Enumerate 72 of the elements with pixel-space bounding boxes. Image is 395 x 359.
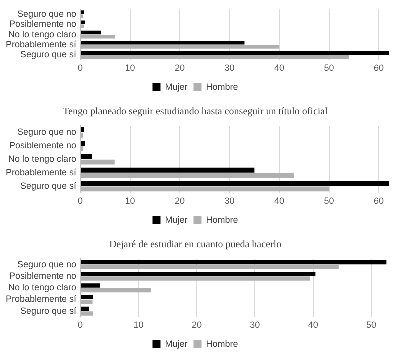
x-tick-label: 30 — [224, 196, 235, 206]
legend-label: Mujer — [165, 214, 188, 225]
bar — [81, 20, 86, 24]
x-tick-label: 40 — [274, 63, 285, 74]
x-tick-label: 20 — [192, 320, 202, 330]
x-tick-label: 20 — [175, 63, 186, 74]
x-tick-label: 60 — [374, 196, 384, 206]
bar — [81, 295, 94, 300]
x-tick-label: 0 — [78, 63, 84, 74]
y-tick-label: No lo tengo claro — [8, 154, 77, 164]
bar — [81, 160, 115, 165]
bar — [81, 51, 389, 55]
bar — [81, 288, 151, 293]
bar — [81, 168, 255, 173]
y-tick-label: Posiblemente no — [9, 140, 77, 151]
legend-label: Hombre — [206, 214, 238, 225]
y-tick-label: Seguro que sí — [20, 180, 78, 191]
legend-label: Mujer — [165, 82, 188, 92]
bar — [81, 55, 350, 60]
y-tick-label: Seguro que sí — [20, 306, 78, 316]
y-tick-label: Seguro que no — [17, 259, 77, 270]
x-tick-label: 30 — [250, 320, 260, 330]
bar — [81, 24, 85, 29]
bar — [81, 260, 387, 265]
bar — [81, 10, 84, 14]
bar — [81, 181, 389, 186]
bar — [81, 173, 294, 178]
x-tick-label: 10 — [125, 196, 136, 206]
x-tick-label: 0 — [78, 320, 84, 330]
x-tick-label: 40 — [274, 196, 285, 206]
x-tick-label: 50 — [324, 63, 334, 74]
bar — [81, 300, 93, 304]
y-tick-label: Posiblemente no — [9, 270, 77, 281]
legend-label: Mujer — [165, 338, 188, 349]
y-tick-label: Probablemente sí — [6, 294, 78, 304]
bar — [81, 45, 280, 49]
x-tick-label: 10 — [125, 63, 136, 74]
bar — [81, 34, 116, 39]
bar — [81, 265, 339, 270]
bar — [81, 141, 86, 146]
bar — [81, 30, 102, 35]
x-tick-label: 40 — [308, 320, 318, 330]
x-tick-label: 50 — [324, 196, 334, 206]
x-tick-label: 10 — [134, 320, 144, 330]
x-tick-label: 50 — [366, 320, 377, 330]
bar — [81, 272, 316, 276]
y-tick-label: Seguro que sí — [20, 50, 78, 60]
x-tick-label: 30 — [224, 63, 235, 74]
y-tick-label: Posiblemente no — [9, 19, 77, 30]
bar — [81, 312, 94, 316]
bar — [81, 146, 84, 152]
y-tick-label: Probablemente sí — [6, 39, 78, 50]
x-tick-label: 0 — [78, 196, 84, 206]
y-tick-label: Probablemente sí — [6, 168, 78, 178]
bar — [81, 186, 330, 192]
y-tick-label: No lo tengo claro — [8, 282, 77, 293]
bar — [81, 306, 90, 312]
bar — [81, 41, 245, 45]
x-tick-label: 60 — [374, 63, 384, 74]
bar — [81, 128, 84, 133]
y-tick-label: No lo tengo claro — [8, 29, 77, 40]
x-tick-label: 20 — [175, 196, 186, 206]
bar — [81, 284, 100, 288]
legend-label: Hombre — [206, 338, 238, 349]
bar — [81, 14, 84, 18]
chart-title: Tengo planeado seguir estudiando hasta conseguir un título oficial — [63, 106, 328, 118]
legend-label: Hombre — [206, 82, 238, 92]
y-tick-label: Seguro que no — [17, 127, 77, 138]
bar — [81, 276, 310, 281]
chart-title: Dejaré de estudiar en cuanto pueda hacerlo — [109, 240, 282, 251]
y-tick-label: Seguro que no — [17, 8, 77, 19]
bar — [81, 154, 92, 160]
